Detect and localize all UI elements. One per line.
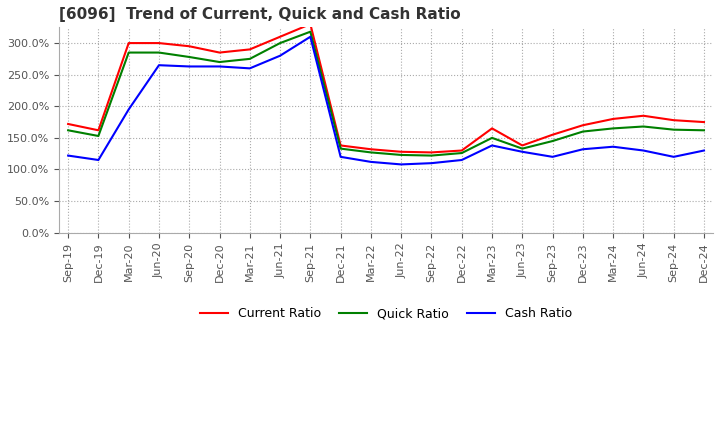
Quick Ratio (306, 29, 315, 34)
Quick Ratio (64, 128, 73, 133)
Cash Ratio (639, 148, 648, 153)
Quick Ratio (155, 50, 163, 55)
Current Ratio (215, 50, 224, 55)
Cash Ratio (457, 158, 466, 163)
Cash Ratio (397, 162, 405, 167)
Current Ratio (457, 148, 466, 153)
Cash Ratio (306, 34, 315, 40)
Current Ratio (64, 121, 73, 127)
Cash Ratio (427, 161, 436, 166)
Current Ratio (397, 149, 405, 154)
Quick Ratio (185, 55, 194, 60)
Quick Ratio (215, 59, 224, 65)
Quick Ratio (336, 146, 345, 151)
Current Ratio (487, 126, 496, 131)
Current Ratio (548, 132, 557, 137)
Quick Ratio (700, 128, 708, 133)
Current Ratio (639, 113, 648, 118)
Text: [6096]  Trend of Current, Quick and Cash Ratio: [6096] Trend of Current, Quick and Cash … (59, 7, 461, 22)
Cash Ratio (94, 158, 103, 163)
Cash Ratio (276, 53, 284, 59)
Cash Ratio (670, 154, 678, 159)
Cash Ratio (215, 64, 224, 69)
Current Ratio (336, 143, 345, 148)
Current Ratio (518, 143, 526, 148)
Current Ratio (276, 34, 284, 40)
Current Ratio (609, 116, 618, 121)
Quick Ratio (670, 127, 678, 132)
Current Ratio (246, 47, 254, 52)
Current Ratio (185, 44, 194, 49)
Quick Ratio (366, 150, 375, 155)
Cash Ratio (246, 66, 254, 71)
Cash Ratio (336, 154, 345, 159)
Current Ratio (427, 150, 436, 155)
Quick Ratio (487, 135, 496, 140)
Quick Ratio (609, 126, 618, 131)
Quick Ratio (397, 152, 405, 158)
Current Ratio (579, 123, 588, 128)
Quick Ratio (94, 133, 103, 139)
Quick Ratio (457, 150, 466, 156)
Quick Ratio (579, 129, 588, 134)
Current Ratio (700, 119, 708, 125)
Current Ratio (670, 117, 678, 123)
Cash Ratio (700, 148, 708, 153)
Cash Ratio (518, 149, 526, 154)
Cash Ratio (487, 143, 496, 148)
Current Ratio (94, 128, 103, 133)
Line: Quick Ratio: Quick Ratio (68, 32, 704, 156)
Cash Ratio (609, 144, 618, 149)
Cash Ratio (548, 154, 557, 159)
Current Ratio (155, 40, 163, 46)
Current Ratio (366, 147, 375, 152)
Cash Ratio (579, 147, 588, 152)
Current Ratio (125, 40, 133, 46)
Current Ratio (306, 22, 315, 27)
Line: Cash Ratio: Cash Ratio (68, 37, 704, 165)
Quick Ratio (246, 56, 254, 62)
Quick Ratio (125, 50, 133, 55)
Quick Ratio (548, 139, 557, 144)
Cash Ratio (125, 107, 133, 112)
Quick Ratio (518, 146, 526, 151)
Cash Ratio (64, 153, 73, 158)
Cash Ratio (185, 64, 194, 69)
Quick Ratio (276, 40, 284, 46)
Quick Ratio (639, 124, 648, 129)
Line: Current Ratio: Current Ratio (68, 24, 704, 152)
Cash Ratio (155, 62, 163, 68)
Legend: Current Ratio, Quick Ratio, Cash Ratio: Current Ratio, Quick Ratio, Cash Ratio (195, 302, 577, 325)
Cash Ratio (366, 159, 375, 165)
Quick Ratio (427, 153, 436, 158)
